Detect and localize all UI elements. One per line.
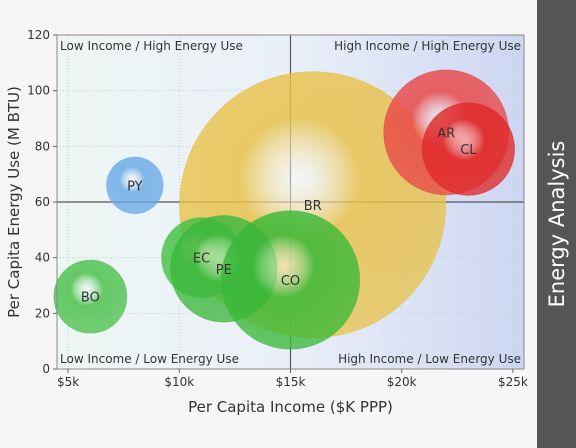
x-axis-title: Per Capita Income ($K PPP) [188,398,393,416]
side-title: Energy Analysis [545,140,569,308]
side-bar: Energy Analysis [537,0,576,448]
bubble-co [220,210,361,350]
bubble-py [106,156,164,215]
bubble-bo [53,259,128,334]
bubble-label-ec: EC [193,252,210,267]
y-tick-label: 100 [27,84,50,98]
x-tick-label: $20k [387,375,417,389]
chart-panel: Low Income / High Energy Use High Income … [5,28,528,416]
y-tick-label: 0 [42,362,50,376]
y-axis-title: Per Capita Energy Use (M BTU) [5,86,23,318]
quadrant-label-bottom-left: Low Income / Low Energy Use [60,352,239,366]
bubble-label-ar: AR [437,126,455,141]
bubble-label-py: PY [127,179,143,194]
x-tick-label: $15k [276,375,306,389]
x-tick-label: $25k [498,375,528,389]
y-tick-label: 80 [35,139,50,153]
x-tick-label: $5k [57,375,79,389]
quadrant-label-top-left: Low Income / High Energy Use [60,39,243,53]
quadrant-label-top-right: High Income / High Energy Use [334,39,521,53]
y-tick-label: 120 [27,28,50,42]
bubble-label-co: CO [281,274,300,289]
bubble-cl [421,102,515,196]
bubble-chart: Low Income / High Energy Use High Income … [5,28,528,416]
bubble-label-bo: BO [81,291,100,306]
y-tick-label: 60 [35,195,50,209]
y-tick-label: 40 [35,251,50,265]
x-tick-label: $10k [164,375,194,389]
bubble-label-pe: PE [216,263,232,278]
bubble-label-br: BR [304,199,322,214]
bubble-label-cl: CL [460,143,477,158]
quadrant-label-bottom-right: High Income / Low Energy Use [338,352,521,366]
y-tick-label: 20 [35,306,50,320]
